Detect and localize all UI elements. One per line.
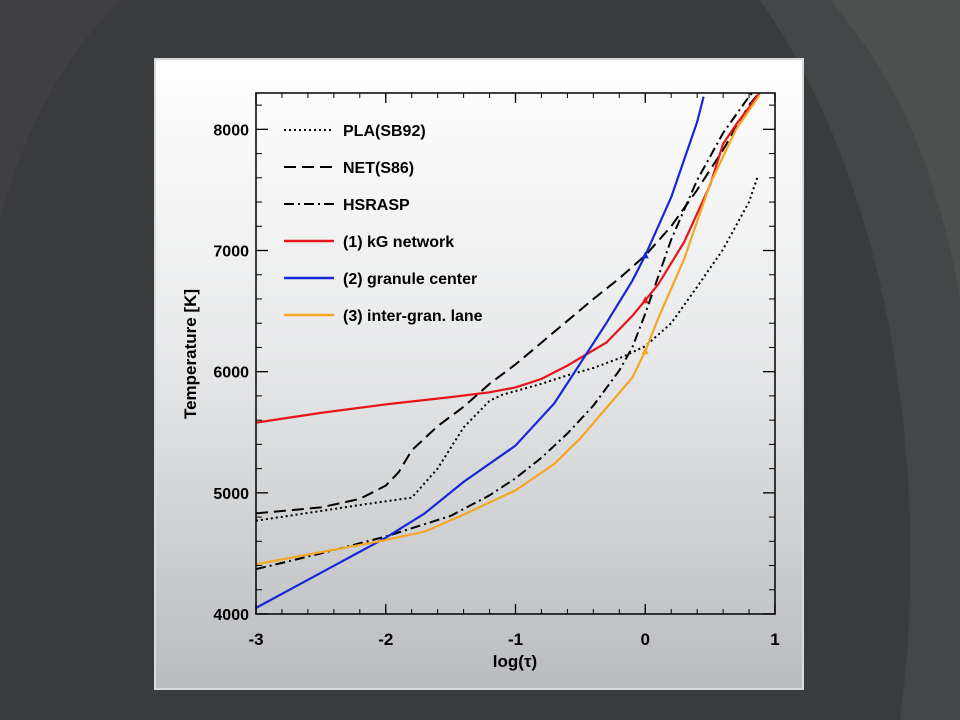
x-tick-label: -3 xyxy=(248,630,263,649)
series-marker-1 xyxy=(641,251,649,259)
series-line-0 xyxy=(256,175,760,522)
y-axis-label: Temperature [K] xyxy=(181,289,200,419)
legend-label-3: (1) kG network xyxy=(343,234,454,251)
legend-label-1: NET(S86) xyxy=(343,160,414,177)
y-tick-label: 8000 xyxy=(213,122,249,139)
series-line-1 xyxy=(256,93,761,515)
series-line-5 xyxy=(256,94,761,566)
series-line-3 xyxy=(256,93,761,424)
legend-label-0: PLA(SB92) xyxy=(343,123,426,140)
y-tick-label: 6000 xyxy=(213,365,249,382)
series-marker-2 xyxy=(641,347,649,355)
plot-frame xyxy=(255,92,776,615)
y-tick-label: 5000 xyxy=(213,486,249,503)
x-tick-label: -1 xyxy=(508,630,523,649)
series-marker-0 xyxy=(641,296,649,304)
x-axis-label: log(τ) xyxy=(493,652,537,671)
legend-label-5: (3) inter-gran. lane xyxy=(343,308,483,325)
series-line-4 xyxy=(256,96,705,609)
slide-panel xyxy=(154,58,804,690)
legend-label-4: (2) granule center xyxy=(343,271,477,288)
legend-label-2: HSRASP xyxy=(343,197,410,214)
y-tick-label: 4000 xyxy=(213,607,249,624)
x-tick-label: 0 xyxy=(641,630,650,649)
x-tick-label: 1 xyxy=(770,630,779,649)
x-tick-label: -2 xyxy=(378,630,393,649)
series-line-2 xyxy=(256,93,754,571)
y-tick-label: 7000 xyxy=(213,244,249,261)
